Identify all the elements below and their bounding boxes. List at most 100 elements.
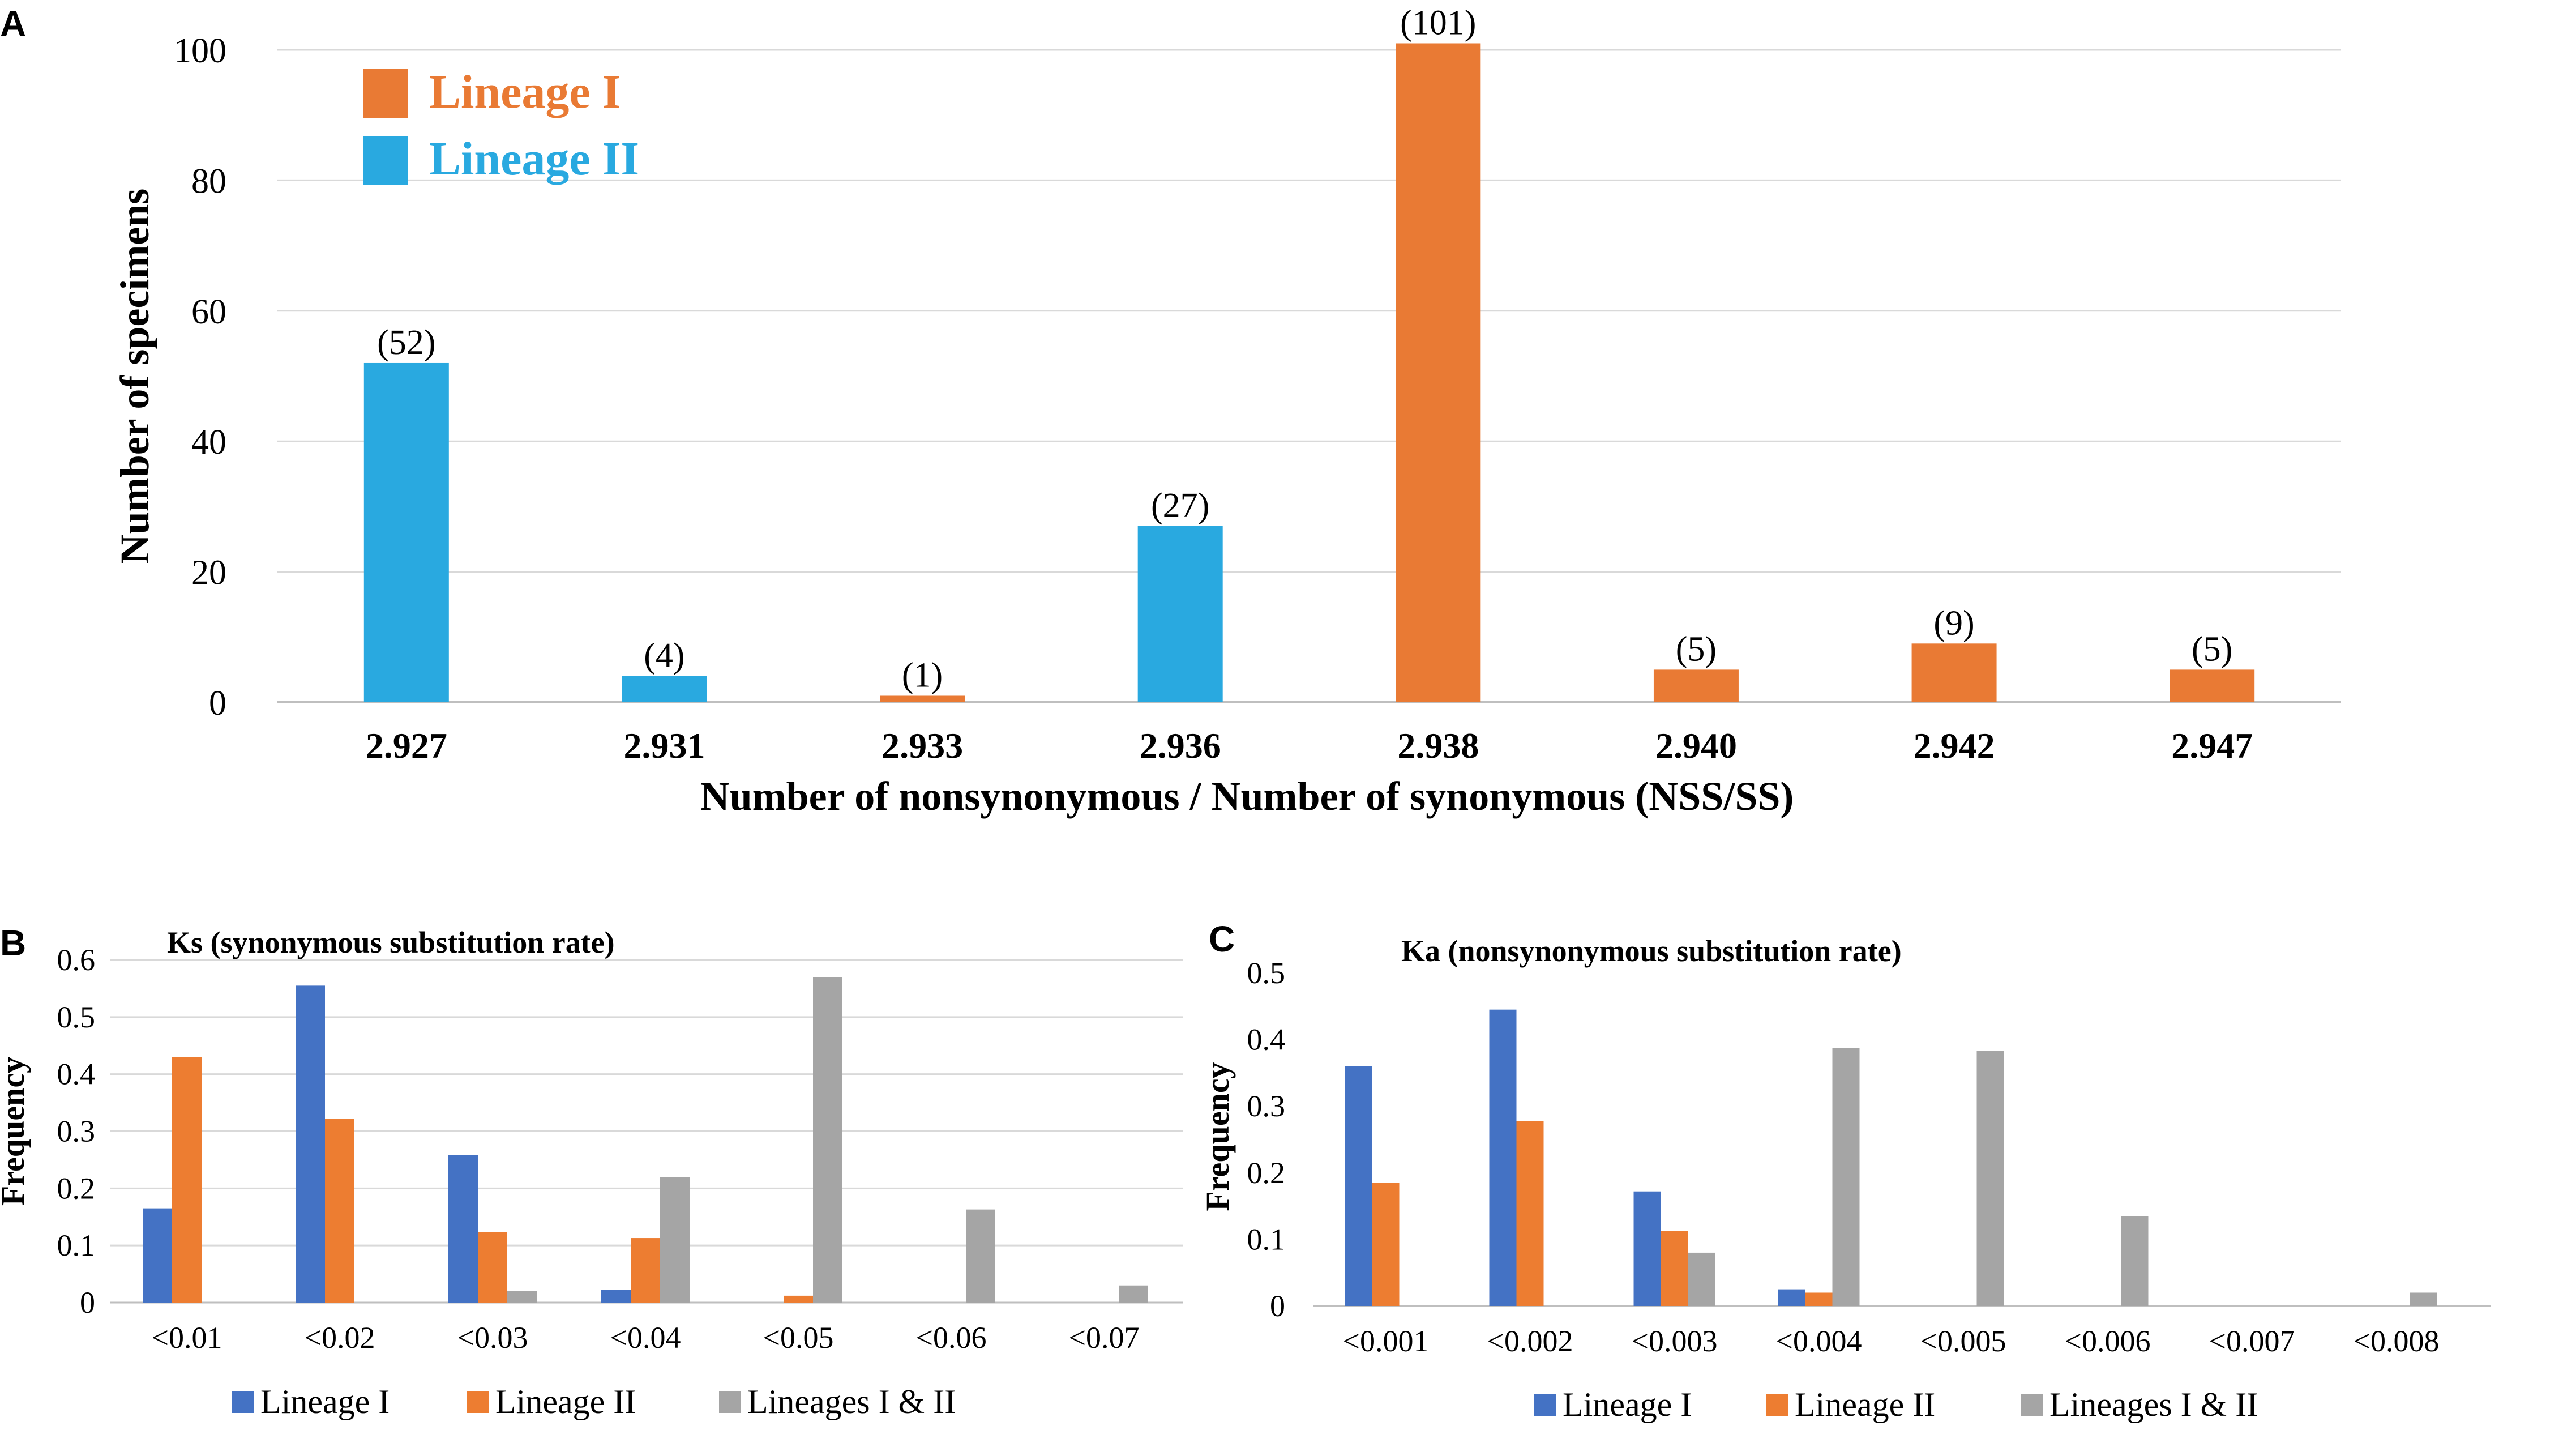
data-label-a: (9)	[1933, 604, 1974, 642]
y-tick-label-B: 0.6	[57, 943, 96, 977]
bar-B-1-0	[172, 1057, 202, 1303]
bar-a-7	[2170, 669, 2255, 702]
panel-a-letter: A	[0, 3, 26, 44]
y-tick-label-C: 0.5	[1247, 956, 1286, 990]
y-tick-label-B: 0.5	[57, 1000, 96, 1034]
legend-swatch-a-1	[363, 136, 408, 185]
legend-label-a-1: Lineage II	[429, 133, 639, 185]
legend-swatch-B-2	[719, 1391, 741, 1413]
y-tick-label-B: 0.1	[57, 1228, 96, 1262]
legend-swatch-C-0	[1534, 1394, 1556, 1416]
x-tick-label-a: 2.931	[623, 725, 705, 766]
x-tick-label-a: 2.942	[1914, 725, 1995, 766]
legend-label-B-2: Lineages I & II	[747, 1383, 956, 1420]
bar-C-1-3	[1805, 1292, 1833, 1306]
bar-a-5	[1653, 669, 1739, 702]
data-label-a: (4)	[644, 637, 684, 675]
bar-C-0-1	[1489, 1009, 1517, 1306]
x-tick-label-a: 2.947	[2171, 725, 2253, 766]
y-tick-label-a: 0	[209, 684, 226, 723]
legend-swatch-B-1	[467, 1391, 489, 1413]
y-tick-label-a: 80	[191, 162, 226, 200]
bar-C-2-5	[2121, 1216, 2149, 1306]
x-axis-label-a: Number of nonsynonymous / Number of syno…	[700, 774, 1794, 819]
bar-B-1-1	[325, 1119, 354, 1303]
x-tick-label-B: <0.01	[152, 1321, 222, 1355]
x-tick-label-a: 2.927	[366, 725, 447, 766]
legend-label-C-1: Lineage II	[1795, 1386, 1935, 1423]
data-label-a: (52)	[377, 323, 435, 362]
y-tick-label-a: 100	[174, 32, 226, 70]
bar-B-0-1	[296, 985, 325, 1303]
legend-label-B-1: Lineage II	[495, 1383, 636, 1420]
x-tick-label-C: <0.005	[1920, 1324, 2006, 1358]
x-tick-label-B: <0.04	[610, 1321, 681, 1355]
y-tick-label-C: 0.2	[1247, 1156, 1286, 1190]
y-tick-label-B: 0.4	[57, 1057, 96, 1091]
legend-label-C-2: Lineages I & II	[2049, 1386, 2258, 1423]
x-tick-label-B: <0.07	[1069, 1321, 1140, 1355]
bar-B-0-0	[143, 1208, 172, 1303]
y-axis-label-C: Frequency	[1199, 1062, 1236, 1211]
bar-a-4	[1396, 43, 1481, 703]
chart-title-B: Ks (synonymous substitution rate)	[167, 925, 615, 959]
y-tick-label-C: 0	[1270, 1289, 1285, 1323]
y-tick-label-a: 20	[191, 554, 226, 592]
data-label-a: (1)	[902, 656, 943, 694]
bar-C-1-1	[1516, 1121, 1544, 1306]
x-tick-label-C: <0.007	[2209, 1324, 2295, 1358]
y-tick-label-B: 0.3	[57, 1115, 96, 1149]
bar-a-1	[622, 676, 707, 702]
y-tick-label-C: 0.3	[1247, 1089, 1286, 1123]
legend-label-C-0: Lineage I	[1563, 1386, 1692, 1423]
bar-a-3	[1137, 526, 1223, 702]
panel-a-chart: 0 20 40 60 80 100 (52) 2.927 (4) 2.931 (1) 2.933 (27…	[112, 3, 2341, 819]
x-tick-label-B: <0.06	[916, 1321, 987, 1355]
panel-c-letter: C	[1209, 919, 1235, 959]
y-tick-label-a: 40	[191, 423, 226, 462]
bar-C-0-3	[1778, 1289, 1805, 1306]
y-tick-label-C: 0.4	[1247, 1023, 1286, 1057]
x-tick-label-a: 2.940	[1655, 725, 1737, 766]
data-label-a: (27)	[1151, 486, 1209, 525]
bar-C-2-4	[1976, 1051, 2004, 1306]
legend-label-a-0: Lineage I	[429, 66, 621, 118]
x-tick-label-C: <0.006	[2065, 1324, 2151, 1358]
bar-C-1-0	[1372, 1183, 1400, 1306]
x-tick-label-C: <0.004	[1776, 1324, 1862, 1358]
data-label-a: (101)	[1400, 3, 1476, 42]
x-tick-label-a: 2.938	[1397, 725, 1479, 766]
legend-swatch-C-2	[2021, 1394, 2043, 1416]
bar-B-0-3	[601, 1290, 631, 1303]
bar-a-6	[1911, 643, 1997, 702]
y-tick-label-C: 0.1	[1247, 1222, 1286, 1256]
x-tick-label-C: <0.001	[1343, 1324, 1429, 1358]
legend-label-B-0: Lineage I	[260, 1383, 390, 1420]
chart-title-C: Ka (nonsynonymous substitution rate)	[1401, 934, 1902, 968]
panel-b-letter: B	[0, 923, 26, 963]
bar-B-2-3	[660, 1177, 690, 1303]
bar-B-1-4	[784, 1295, 813, 1303]
y-tick-label-B: 0.2	[57, 1171, 96, 1205]
y-tick-label-a: 60	[191, 293, 226, 331]
x-tick-label-B: <0.05	[763, 1321, 834, 1355]
bar-C-2-7	[2410, 1292, 2437, 1306]
x-tick-label-a: 2.936	[1140, 725, 1221, 766]
bar-C-2-2	[1688, 1252, 1715, 1306]
x-tick-label-a: 2.933	[882, 725, 963, 766]
legend-swatch-C-1	[1766, 1394, 1788, 1416]
bar-B-2-4	[813, 977, 842, 1303]
bar-C-2-3	[1832, 1048, 1860, 1306]
data-label-a: (5)	[2192, 630, 2232, 668]
bar-C-1-2	[1661, 1231, 1688, 1306]
bar-B-2-2	[507, 1291, 537, 1303]
panel-b-chart: 0 0.1 0.2 0.3 0.4 0.5 0.6 <0.01 <0.02 <0.03 <0.04 <…	[0, 925, 1183, 1420]
y-tick-label-B: 0	[80, 1286, 95, 1320]
panel-c-chart: 0 0.1 0.2 0.3 0.4 0.5 <0.001 <0.002 <0.003 <0.004…	[1199, 934, 2491, 1423]
x-tick-label-B: <0.02	[305, 1321, 375, 1355]
bar-a-2	[880, 695, 965, 702]
y-axis-label-a: Number of specimens	[112, 189, 157, 564]
bar-B-2-5	[966, 1209, 995, 1303]
x-tick-label-C: <0.008	[2354, 1324, 2440, 1358]
legend-swatch-a-0	[363, 69, 408, 118]
